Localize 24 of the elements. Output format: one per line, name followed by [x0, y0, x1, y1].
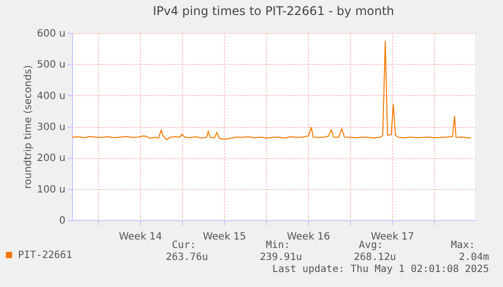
text: Max:	[450, 240, 475, 251]
line-series	[72, 40, 472, 140]
x-tick-label: Week 17	[370, 232, 414, 242]
legend-label: PIT-22661	[18, 250, 72, 261]
y-axis-title: roundtrip time (seconds)	[22, 64, 34, 189]
y-tick-label: 300 u	[36, 122, 66, 133]
x-tick-label: Week 15	[202, 232, 246, 242]
text: 263.76u	[166, 252, 208, 263]
x-tick-label: Week 16	[286, 232, 330, 242]
text: Min:	[266, 240, 290, 251]
text: Last update: Thu May 1 02:01:08 2025	[272, 264, 489, 275]
x-tick-label: Week 14	[118, 232, 162, 242]
text: Cur:	[172, 240, 196, 251]
text: Avg:	[358, 240, 383, 251]
text: 2.04m	[458, 252, 489, 263]
text: 268.12u	[354, 252, 396, 263]
y-tick-label: 500 u	[36, 60, 66, 71]
chart-title: IPv4 ping times to PIT-22661 - by month	[152, 4, 394, 18]
text: 239.91u	[260, 252, 302, 263]
y-tick-label: 200 u	[36, 153, 66, 164]
y-tick-label: 100 u	[36, 184, 66, 196]
y-tick-label: 0	[59, 216, 66, 226]
y-tick-label: 600 u	[36, 28, 66, 40]
y-tick-label: 400 u	[36, 90, 66, 102]
